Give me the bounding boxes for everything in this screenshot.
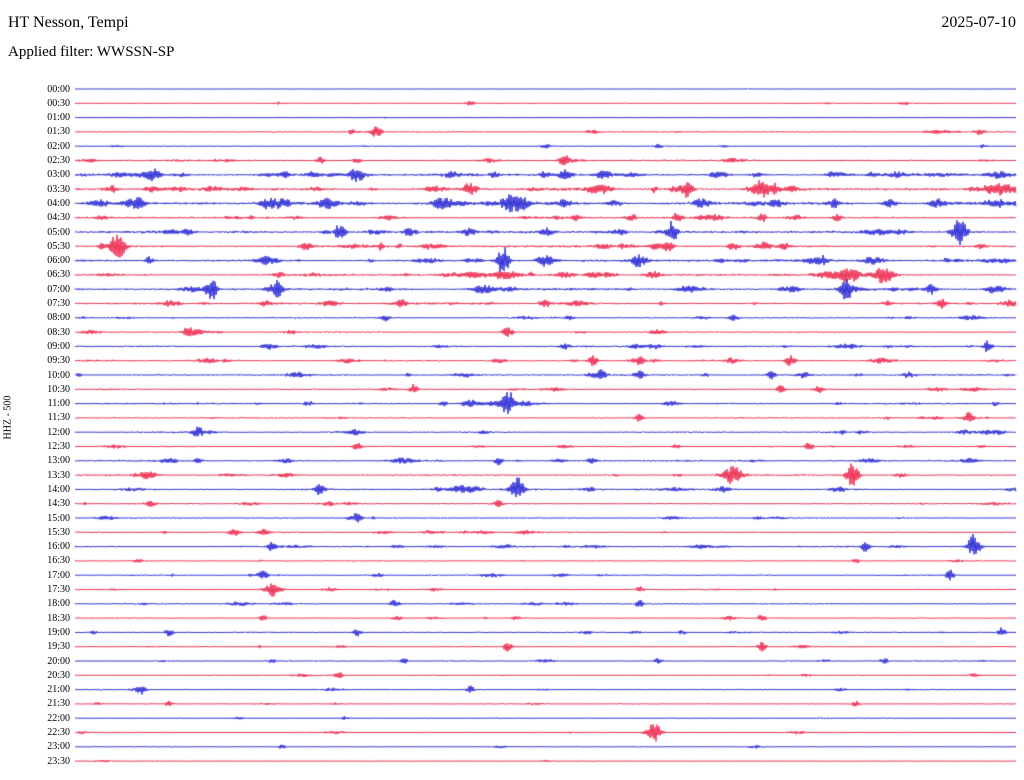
time-label-1230: 12:30 xyxy=(47,441,70,452)
time-label-1930: 19:30 xyxy=(47,641,70,653)
time-label-0730: 07:30 xyxy=(47,298,70,309)
time-label-0200: 02:00 xyxy=(47,140,70,152)
time-label-0500: 05:00 xyxy=(47,226,70,238)
time-label-0400: 04:00 xyxy=(47,197,70,209)
time-label-1800: 18:00 xyxy=(47,598,70,610)
time-label-0230: 02:30 xyxy=(47,155,70,166)
time-label-0100: 01:00 xyxy=(47,112,70,124)
time-label-1830: 18:30 xyxy=(47,612,70,624)
time-label-1530: 15:30 xyxy=(47,526,70,538)
time-label-0130: 01:30 xyxy=(47,126,70,138)
time-label-1500: 15:00 xyxy=(47,512,70,524)
time-label-1400: 14:00 xyxy=(47,483,70,495)
time-label-0800: 08:00 xyxy=(47,312,70,324)
time-label-1130: 11:30 xyxy=(47,412,70,424)
time-label-0330: 03:30 xyxy=(47,183,70,195)
time-label-1730: 17:30 xyxy=(47,584,70,595)
time-label-0700: 07:00 xyxy=(47,283,70,295)
time-label-1330: 13:30 xyxy=(47,469,70,481)
time-label-0830: 08:30 xyxy=(47,326,70,338)
time-label-2030: 20:30 xyxy=(47,669,70,681)
time-label-1200: 12:00 xyxy=(47,426,70,438)
time-label-0530: 05:30 xyxy=(47,240,70,252)
time-label-1900: 19:00 xyxy=(47,626,70,638)
time-label-2000: 20:00 xyxy=(47,655,70,667)
time-label-2300: 23:00 xyxy=(47,741,70,753)
time-label-2230: 22:30 xyxy=(47,727,70,738)
time-label-0430: 04:30 xyxy=(47,212,70,224)
time-label-1430: 14:30 xyxy=(47,498,70,510)
time-label-1300: 13:00 xyxy=(47,455,70,467)
time-label-0930: 09:30 xyxy=(47,355,70,367)
time-label-0900: 09:00 xyxy=(47,340,70,352)
time-label-2100: 21:00 xyxy=(47,684,70,696)
time-label-0630: 06:30 xyxy=(47,269,70,281)
time-label-0000: 00:00 xyxy=(47,83,70,95)
time-label-1700: 17:00 xyxy=(47,569,70,581)
time-label-0030: 00:30 xyxy=(47,97,70,109)
time-label-1600: 16:00 xyxy=(47,541,70,553)
time-label-0600: 06:00 xyxy=(47,255,70,267)
time-label-2330: 23:30 xyxy=(47,755,70,767)
time-label-1100: 11:00 xyxy=(47,398,70,410)
time-label-1630: 16:30 xyxy=(47,555,70,567)
time-label-2200: 22:00 xyxy=(47,712,70,724)
time-label-0300: 03:00 xyxy=(47,169,70,181)
time-label-1030: 10:30 xyxy=(47,383,70,395)
time-label-1000: 10:00 xyxy=(47,369,70,381)
time-label-2130: 21:30 xyxy=(47,698,70,710)
